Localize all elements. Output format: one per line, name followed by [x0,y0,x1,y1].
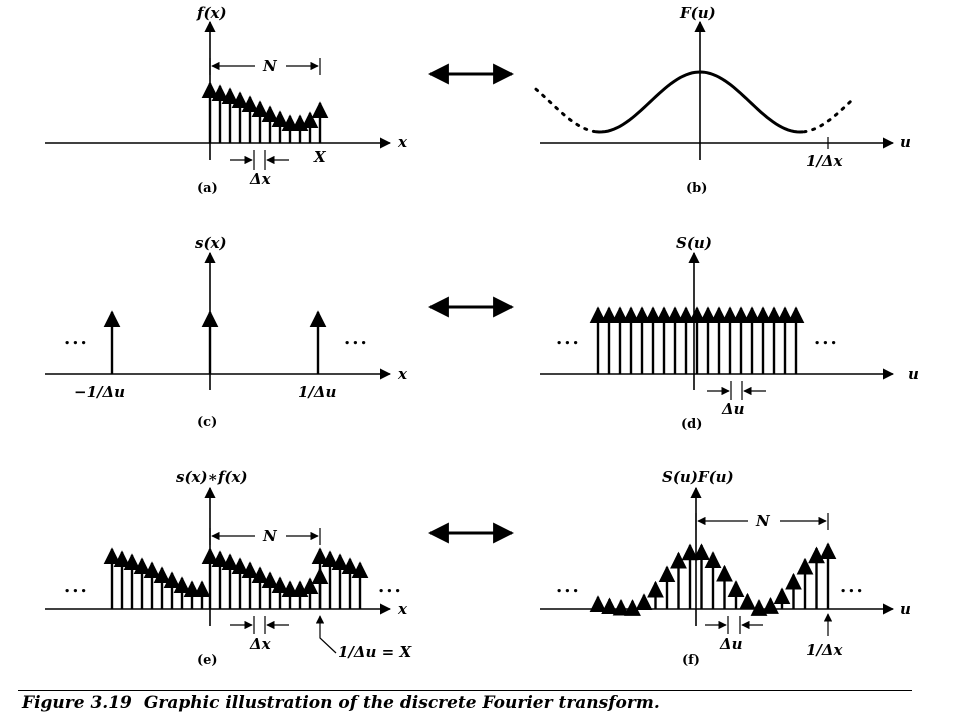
ellipsis-left: ... [556,576,581,597]
panel-a: f(x) x N Δx X (a) [45,4,408,196]
panel-b-tag: (b) [686,181,707,196]
figure-caption: Figure 3.19 Graphic illustration of the d… [22,693,660,713]
n-dim-label: N [755,512,771,530]
ellipsis-right: ... [814,328,839,349]
caption-rule [18,690,912,691]
panel-b-axis-label: u [900,133,911,151]
tick-left-label: −1/Δu [74,383,125,401]
panel-a-title: f(x) [196,4,227,22]
panel-e-tag: (e) [197,653,218,668]
end-label: X [313,148,327,166]
ellipsis-left: ... [556,328,581,349]
figure-number: Figure 3.19 [22,693,132,713]
panel-a-samples [201,81,329,143]
spectrum-curve-left-dotted [534,87,598,134]
ellipsis-right: ... [344,328,369,349]
du-dim-label: Δu [721,400,745,418]
n-dim-label: N [262,527,278,545]
dx-dim-label: Δx [249,635,272,653]
panel-f-tag: (f) [682,653,700,668]
panel-f-title: S(u)F(u) [662,468,734,486]
panel-a-tag: (a) [197,181,218,196]
panel-c-axis-label: x [397,365,408,383]
panel-d-tag: (d) [681,417,702,432]
panel-c-title: s(x) [195,234,227,252]
panel-d-samples [589,306,805,374]
tick-1-over-dx-label: 1/Δx [806,641,844,659]
spectrum-curve-right-dotted [802,98,854,134]
panel-e: s(x)∗f(x) x ... ... N Δx 1/Δu = X (e) [45,468,412,668]
dx-dim-label: Δx [249,170,272,188]
panel-e-title: s(x)∗f(x) [176,468,248,486]
panel-c-tag: (c) [197,415,217,430]
figure-caption-text: Graphic illustration of the discrete Fou… [143,693,660,713]
panel-c: s(x) x ... ... −1/Δu 1/Δu (c) [45,234,408,430]
panel-a-axis-label: x [397,133,408,151]
ellipsis-right: ... [840,576,865,597]
callout-label: 1/Δu = X [338,643,412,661]
n-dim-label: N [262,57,278,75]
ellipsis-right: ... [378,576,403,597]
tick-1-over-dx-label: 1/Δx [806,152,844,170]
du-dim-label: Δu [719,635,743,653]
ellipsis-left: ... [64,576,89,597]
tick-right-label: 1/Δu [298,383,337,401]
callout-leader [315,615,337,654]
panel-d-title: S(u) [676,234,712,252]
spectrum-curve [595,70,804,134]
panel-f-axis-label: u [900,600,911,618]
panel-b: F(u) u 1/Δx (b) [534,4,911,196]
panel-e-axis-label: x [397,600,408,618]
panel-f-samples [589,542,837,616]
panel-d-axis-label: u [908,365,919,383]
panel-d: S(u) u ... ... Δu (d) [540,234,919,432]
panel-f: S(u)F(u) u ... ... N Δu 1/Δx (f) [540,468,911,668]
panel-b-title: F(u) [679,4,716,22]
panel-e-samples [103,547,369,609]
ellipsis-left: ... [64,328,89,349]
